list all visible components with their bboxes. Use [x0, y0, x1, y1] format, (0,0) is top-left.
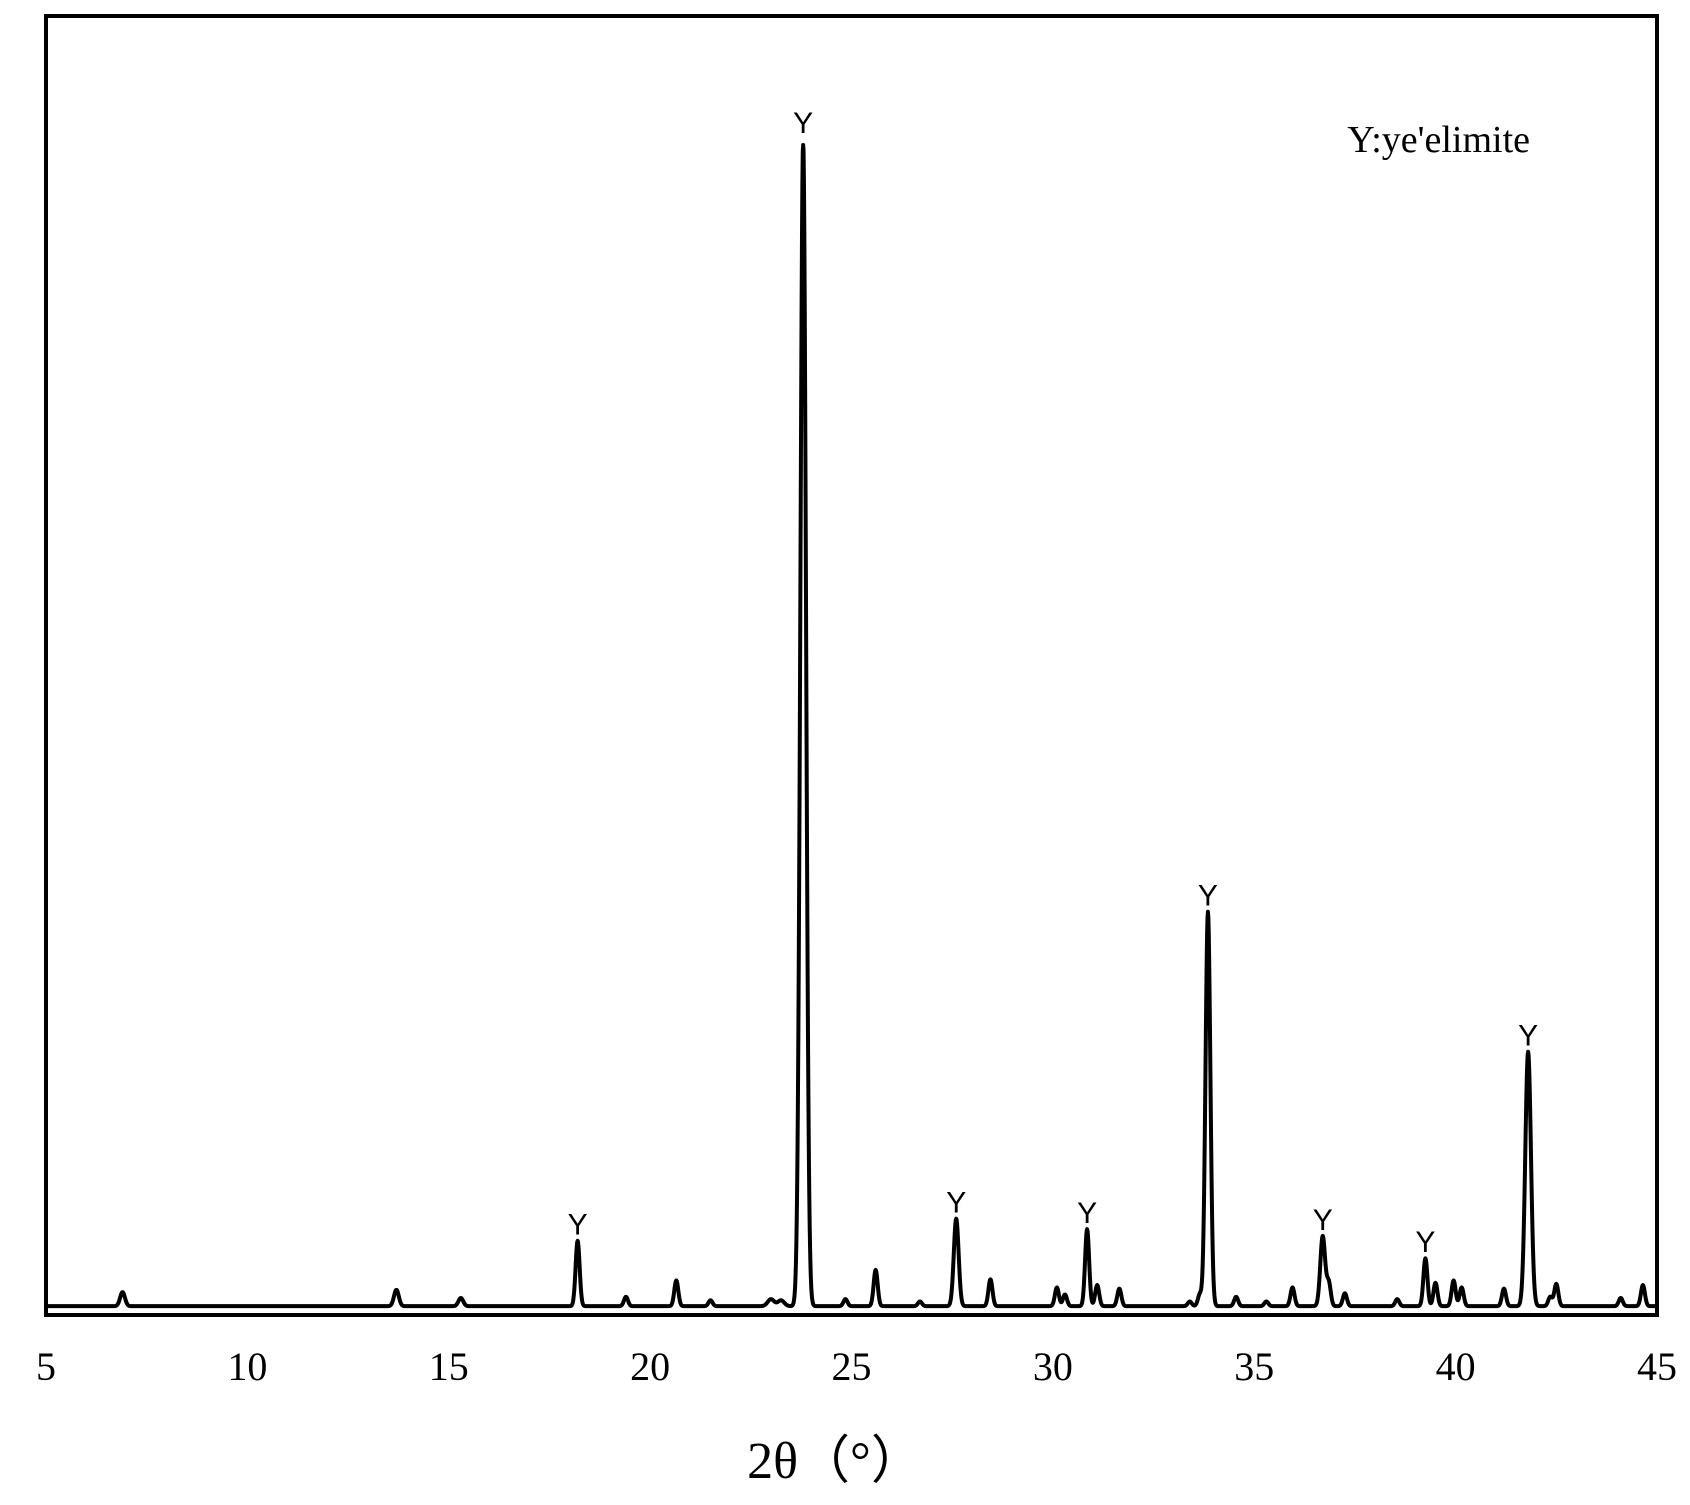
peak-label: Y [946, 1186, 966, 1219]
x-tick-label: 10 [227, 1344, 267, 1389]
x-tick-label: 20 [630, 1344, 670, 1389]
x-tick-label: 40 [1436, 1344, 1476, 1389]
peak-label: Y [793, 107, 813, 140]
peak-labels: Y Y Y Y Y Y Y Y [568, 107, 1539, 1259]
peak-label: Y [568, 1209, 588, 1242]
x-axis-label: 2θ（°） [747, 1433, 923, 1490]
plot-frame [44, 14, 1659, 1317]
peak-label: Y [1198, 880, 1218, 913]
peak-label: Y [1077, 1197, 1097, 1230]
x-tick-label: 45 [1637, 1344, 1677, 1389]
peak-label: Y [1518, 1020, 1538, 1053]
peak-label: Y [1313, 1204, 1333, 1237]
legend-text: Y:ye'elimite [1347, 119, 1530, 161]
peak-label: Y [1415, 1226, 1435, 1259]
x-tick-label: 25 [832, 1344, 872, 1389]
x-tick-label: 30 [1033, 1344, 1073, 1389]
x-tick-label: 15 [429, 1344, 469, 1389]
x-axis-ticks: 5 10 15 20 25 30 35 40 45 [36, 1344, 1677, 1389]
x-tick-label: 35 [1234, 1344, 1274, 1389]
xrd-pattern-line [44, 143, 1659, 1309]
x-tick-label: 5 [36, 1344, 56, 1389]
